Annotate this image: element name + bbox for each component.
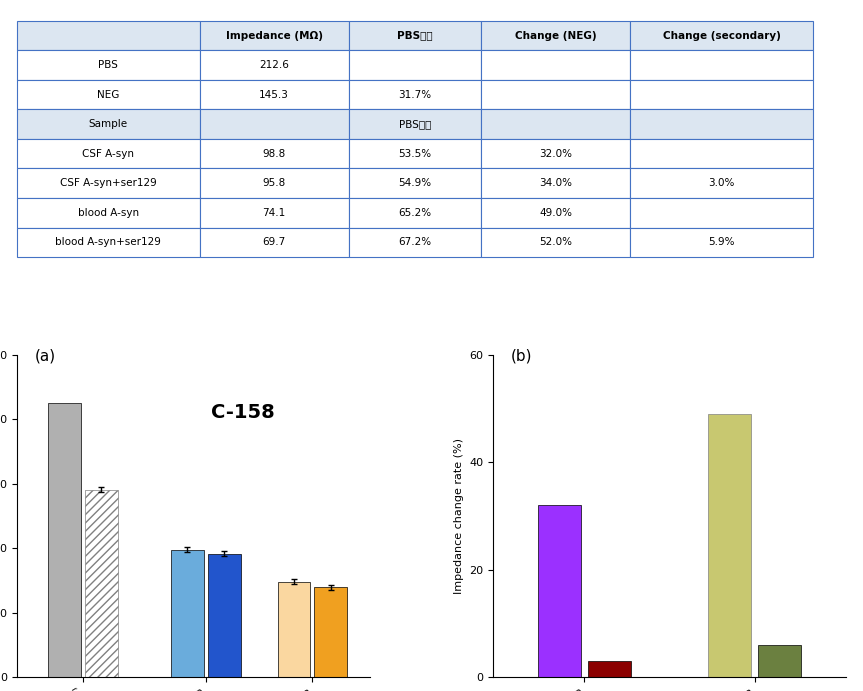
Text: (a): (a) [35, 348, 56, 363]
Bar [709, 414, 752, 677]
Bar [482, 139, 630, 169]
Bar [630, 139, 813, 169]
Bar [349, 21, 482, 50]
Bar [199, 227, 349, 257]
Text: 53.5%: 53.5% [399, 149, 432, 159]
Text: 145.3: 145.3 [259, 90, 289, 100]
Bar [199, 198, 349, 227]
Text: PBS기준: PBS기준 [397, 30, 432, 41]
Bar [349, 169, 482, 198]
Bar [17, 80, 199, 109]
Bar [48, 403, 81, 677]
Bar [199, 109, 349, 139]
Bar [630, 227, 813, 257]
Bar [17, 21, 199, 50]
Text: 32.0%: 32.0% [539, 149, 572, 159]
Bar [482, 198, 630, 227]
Bar [759, 645, 802, 677]
Text: 54.9%: 54.9% [399, 178, 432, 188]
Text: 5.9%: 5.9% [709, 237, 734, 247]
Bar [199, 139, 349, 169]
Bar [17, 109, 199, 139]
Text: 98.8: 98.8 [262, 149, 286, 159]
Bar [588, 661, 631, 677]
Text: blood A-syn+ser129: blood A-syn+ser129 [55, 237, 161, 247]
Text: 31.7%: 31.7% [399, 90, 432, 100]
Text: blood A-syn: blood A-syn [78, 208, 139, 218]
Text: C-158: C-158 [211, 404, 275, 422]
Bar [630, 21, 813, 50]
Bar [630, 169, 813, 198]
Bar [349, 139, 482, 169]
Text: CSF A-syn+ser129: CSF A-syn+ser129 [60, 178, 157, 188]
Bar [171, 550, 204, 677]
Text: Change (NEG): Change (NEG) [515, 30, 596, 41]
Text: 212.6: 212.6 [259, 60, 289, 70]
Bar [17, 198, 199, 227]
Text: 74.1: 74.1 [262, 208, 286, 218]
Bar [199, 80, 349, 109]
Bar [17, 139, 199, 169]
Bar [482, 169, 630, 198]
Bar [349, 227, 482, 257]
Text: CSF A-syn: CSF A-syn [82, 149, 135, 159]
Text: 95.8: 95.8 [262, 178, 286, 188]
Bar [349, 109, 482, 139]
Text: 49.0%: 49.0% [539, 208, 572, 218]
Bar [349, 198, 482, 227]
Bar [482, 80, 630, 109]
Bar [482, 50, 630, 80]
Text: (b): (b) [511, 348, 532, 363]
Bar [630, 109, 813, 139]
Bar [17, 50, 199, 80]
Bar [85, 490, 117, 677]
Bar [17, 169, 199, 198]
Bar [482, 109, 630, 139]
Bar [199, 21, 349, 50]
Text: 69.7: 69.7 [262, 237, 286, 247]
Text: 3.0%: 3.0% [709, 178, 734, 188]
Text: 67.2%: 67.2% [399, 237, 432, 247]
Bar [199, 169, 349, 198]
Bar [314, 587, 347, 677]
Y-axis label: Impedance change rate (%): Impedance change rate (%) [454, 438, 463, 594]
Bar [278, 582, 311, 677]
Text: Sample: Sample [89, 119, 128, 129]
Bar [482, 227, 630, 257]
Bar [17, 227, 199, 257]
Bar [630, 50, 813, 80]
Bar [630, 198, 813, 227]
Text: NEG: NEG [98, 90, 120, 100]
Text: 52.0%: 52.0% [539, 237, 572, 247]
Text: 65.2%: 65.2% [399, 208, 432, 218]
Bar [538, 505, 581, 677]
Bar [349, 50, 482, 80]
Bar [208, 553, 241, 677]
Bar [482, 21, 630, 50]
Text: 34.0%: 34.0% [539, 178, 572, 188]
Bar [630, 80, 813, 109]
Bar [349, 80, 482, 109]
Bar [199, 50, 349, 80]
Text: PBS기준: PBS기준 [399, 119, 432, 129]
Text: PBS: PBS [98, 60, 118, 70]
Text: Change (secondary): Change (secondary) [663, 30, 780, 41]
Text: Impedance (MΩ): Impedance (MΩ) [225, 30, 323, 41]
